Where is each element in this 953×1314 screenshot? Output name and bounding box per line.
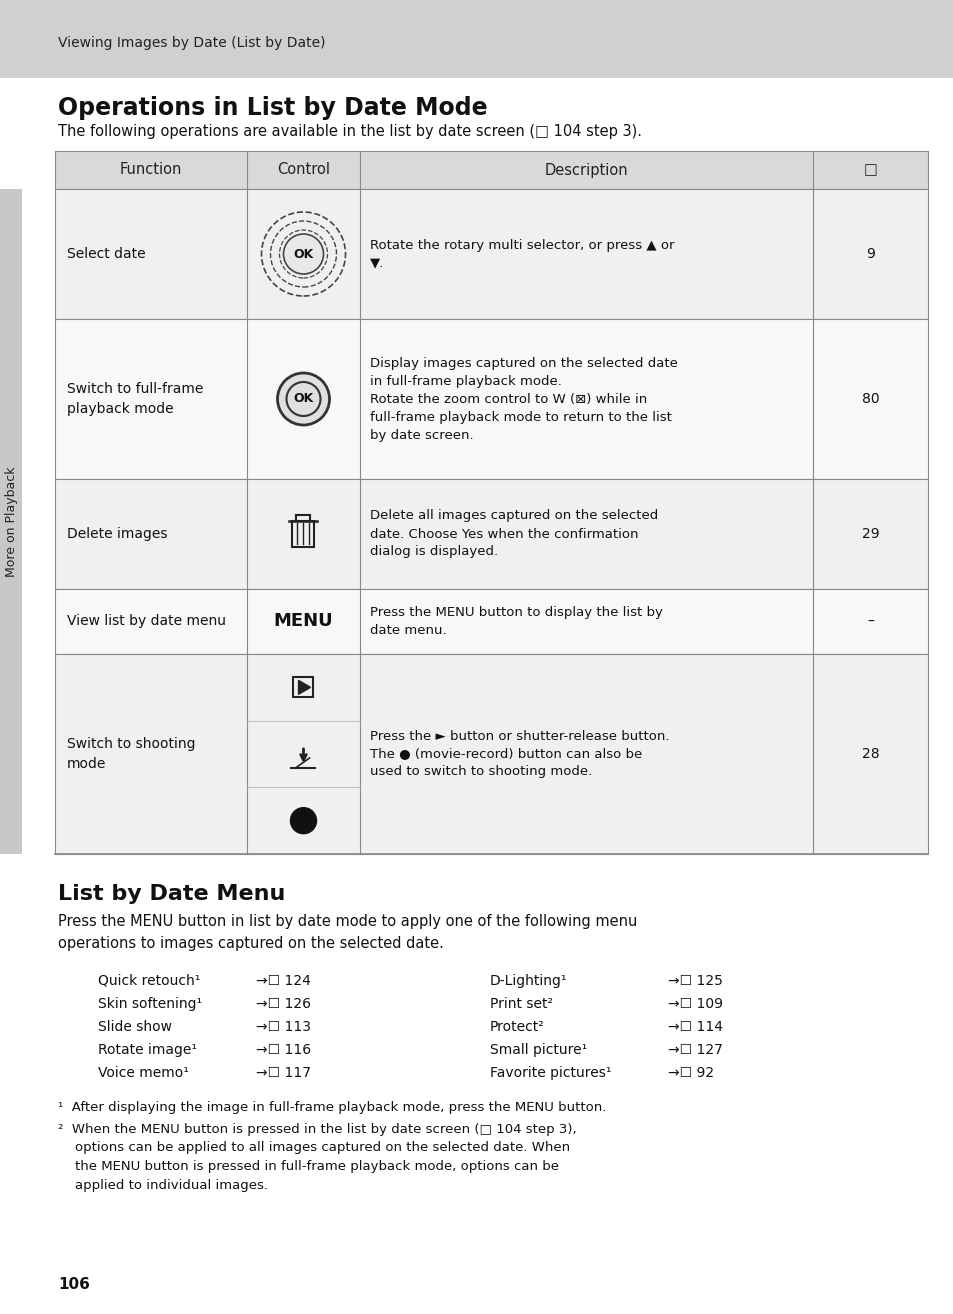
Text: Print set²: Print set² xyxy=(490,997,553,1010)
Text: Display images captured on the selected date
in full-frame playback mode.
Rotate: Display images captured on the selected … xyxy=(370,356,678,442)
Text: 28: 28 xyxy=(861,746,879,761)
Text: –: – xyxy=(866,615,873,628)
Text: →☐ 114: →☐ 114 xyxy=(667,1020,722,1034)
Bar xyxy=(55,589,927,654)
Polygon shape xyxy=(298,681,310,694)
Text: Voice memo¹: Voice memo¹ xyxy=(98,1066,189,1080)
Text: Press the ► button or shutter-release button.
The ● (movie-record) button can al: Press the ► button or shutter-release bu… xyxy=(370,729,669,778)
Text: The following operations are available in the list by date screen (□ 104 step 3): The following operations are available i… xyxy=(58,124,641,139)
Bar xyxy=(55,319,927,480)
Circle shape xyxy=(277,373,329,424)
Text: View list by date menu: View list by date menu xyxy=(67,615,226,628)
Text: ²  When the MENU button is pressed in the list by date screen (□ 104 step 3),
  : ² When the MENU button is pressed in the… xyxy=(58,1123,576,1192)
Bar xyxy=(55,654,927,854)
Text: →☐ 124: →☐ 124 xyxy=(255,974,311,988)
Text: List by Date Menu: List by Date Menu xyxy=(58,884,285,904)
Bar xyxy=(294,677,314,698)
Bar xyxy=(55,151,927,189)
Text: D-Lighting¹: D-Lighting¹ xyxy=(490,974,567,988)
Text: Press the MENU button to display the list by
date menu.: Press the MENU button to display the lis… xyxy=(370,606,662,637)
Text: Slide show: Slide show xyxy=(98,1020,172,1034)
Bar xyxy=(55,480,927,589)
Text: →☐ 127: →☐ 127 xyxy=(667,1043,722,1056)
Text: 29: 29 xyxy=(861,527,879,541)
Bar xyxy=(55,189,927,319)
Bar xyxy=(293,520,314,547)
Text: Delete images: Delete images xyxy=(67,527,168,541)
Text: →☐ 125: →☐ 125 xyxy=(667,974,722,988)
Circle shape xyxy=(283,234,323,275)
Text: OK: OK xyxy=(294,393,314,406)
Text: Quick retouch¹: Quick retouch¹ xyxy=(98,974,200,988)
Text: 9: 9 xyxy=(865,247,874,261)
Text: Description: Description xyxy=(544,163,628,177)
Text: Protect²: Protect² xyxy=(490,1020,544,1034)
Text: Small picture¹: Small picture¹ xyxy=(490,1043,587,1056)
Text: Operations in List by Date Mode: Operations in List by Date Mode xyxy=(58,96,487,120)
Text: Select date: Select date xyxy=(67,247,146,261)
Text: Switch to shooting
mode: Switch to shooting mode xyxy=(67,737,195,771)
Text: ¹  After displaying the image in full-frame playback mode, press the MENU button: ¹ After displaying the image in full-fra… xyxy=(58,1101,606,1114)
Text: →☐ 92: →☐ 92 xyxy=(667,1066,714,1080)
Text: Press the MENU button in list by date mode to apply one of the following menu
op: Press the MENU button in list by date mo… xyxy=(58,915,637,951)
Text: More on Playback: More on Playback xyxy=(5,466,17,577)
Text: 80: 80 xyxy=(861,392,879,406)
Text: Viewing Images by Date (List by Date): Viewing Images by Date (List by Date) xyxy=(58,35,325,50)
Text: 106: 106 xyxy=(58,1277,90,1292)
Text: Delete all images captured on the selected
date. Choose Yes when the confirmatio: Delete all images captured on the select… xyxy=(370,510,658,558)
Text: →☐ 126: →☐ 126 xyxy=(255,997,311,1010)
Text: Function: Function xyxy=(120,163,182,177)
Text: □: □ xyxy=(862,163,877,177)
Text: OK: OK xyxy=(294,247,314,260)
Bar xyxy=(0,189,22,854)
Text: →☐ 117: →☐ 117 xyxy=(255,1066,311,1080)
Text: →☐ 113: →☐ 113 xyxy=(255,1020,311,1034)
Text: Skin softening¹: Skin softening¹ xyxy=(98,997,202,1010)
Text: →☐ 109: →☐ 109 xyxy=(667,997,722,1010)
Text: Switch to full-frame
playback mode: Switch to full-frame playback mode xyxy=(67,382,203,415)
Text: MENU: MENU xyxy=(274,612,333,631)
Text: Rotate image¹: Rotate image¹ xyxy=(98,1043,196,1056)
Text: Favorite pictures¹: Favorite pictures¹ xyxy=(490,1066,611,1080)
Text: →☐ 116: →☐ 116 xyxy=(255,1043,311,1056)
Text: Rotate the rotary multi selector, or press ▲ or
▼.: Rotate the rotary multi selector, or pre… xyxy=(370,239,674,269)
Circle shape xyxy=(291,808,316,833)
Bar xyxy=(0,0,953,78)
Text: Control: Control xyxy=(276,163,330,177)
